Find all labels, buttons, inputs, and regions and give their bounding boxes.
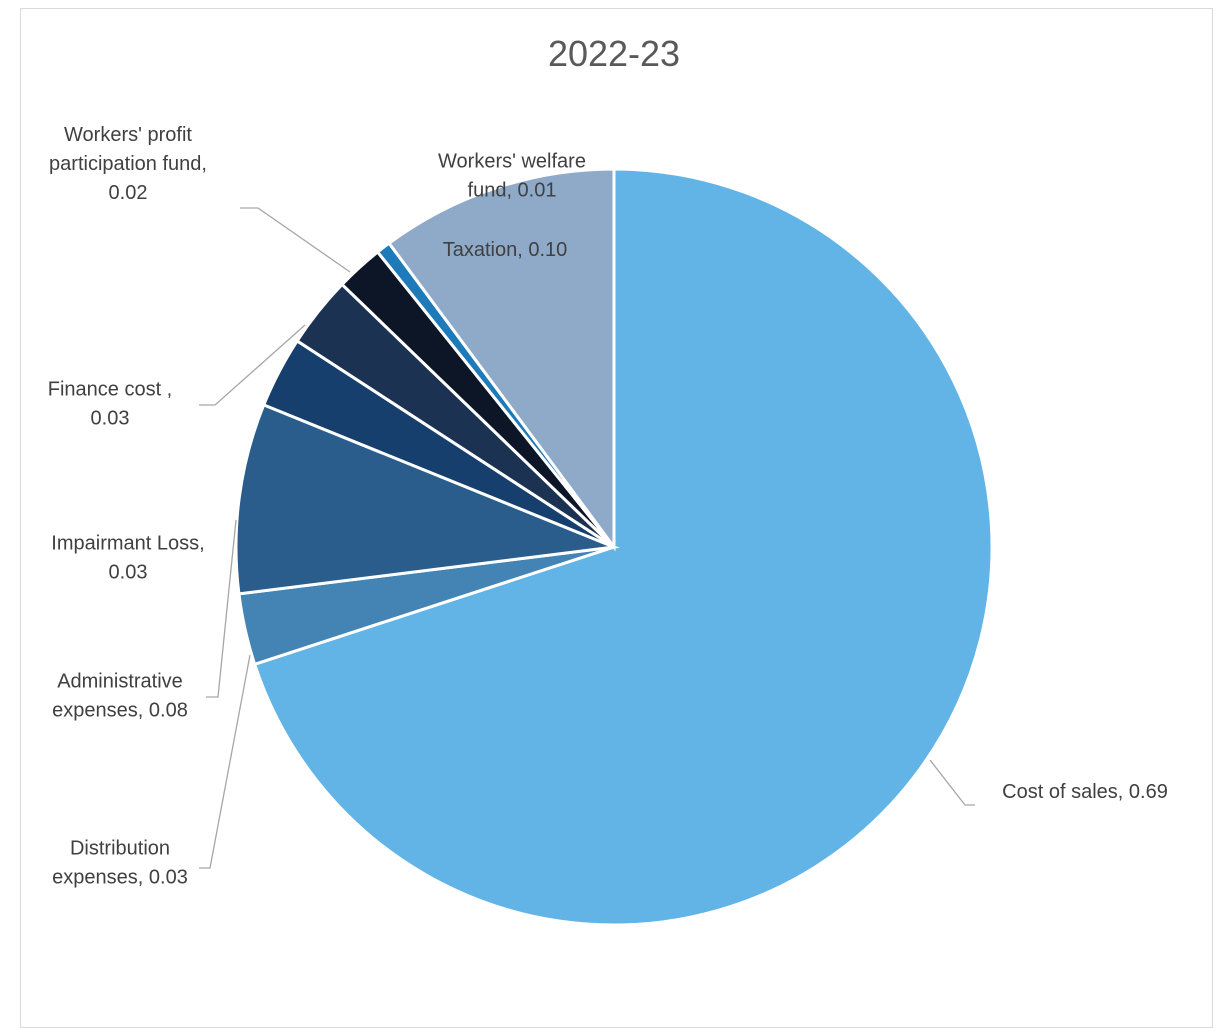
- leader-line: [199, 324, 306, 406]
- leader-line: [206, 519, 237, 698]
- data-label: Administrative expenses, 0.08: [52, 671, 188, 722]
- pie-slice-taxation: [386, 167, 616, 552]
- chart-title: 2022-23: [548, 33, 680, 74]
- leader-line: [240, 207, 351, 273]
- data-label: Workers' profit participation fund, 0.02: [49, 124, 207, 204]
- data-label: Taxation, 0.10: [443, 239, 568, 261]
- pie-slices: [234, 167, 994, 927]
- data-labels: Cost of sales, 0.69 Distribution expenses,…: [48, 124, 1168, 889]
- leader-lines: [199, 207, 975, 869]
- data-label: Distribution expenses, 0.03: [52, 838, 188, 889]
- pie-slice-cost-of-sales: [252, 167, 994, 927]
- data-label: Impairmant Loss, 0.03: [51, 533, 204, 584]
- data-label: Workers' welfare fund, 0.01: [438, 151, 586, 202]
- leader-line: [929, 759, 975, 806]
- pie-slice-administrative-expenses: [234, 402, 620, 596]
- leader-line: [199, 654, 251, 869]
- data-label: Finance cost , 0.03: [48, 379, 173, 430]
- data-label: Cost of sales, 0.69: [1002, 781, 1168, 803]
